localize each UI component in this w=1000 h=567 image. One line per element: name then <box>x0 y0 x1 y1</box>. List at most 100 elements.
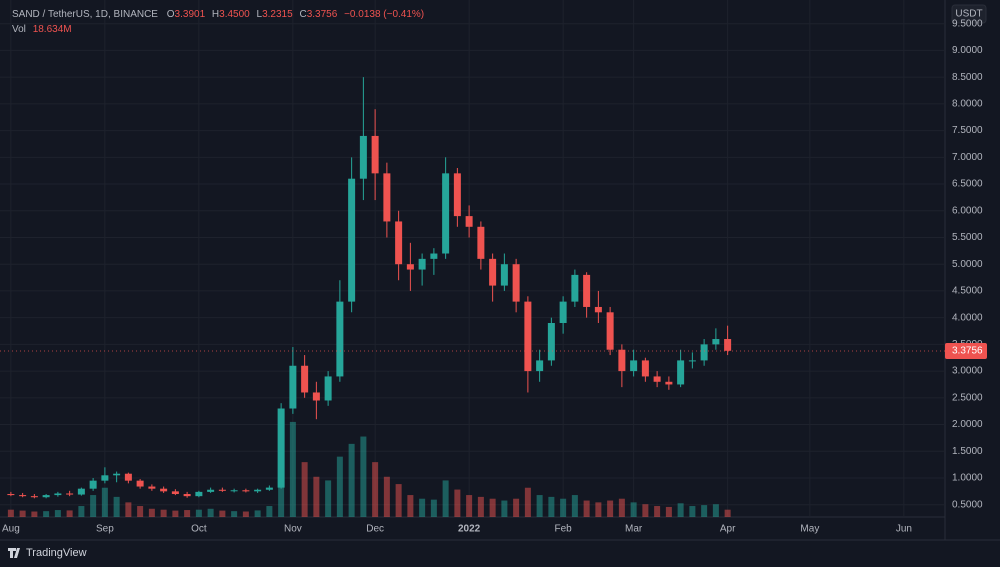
candle-body <box>312 392 320 401</box>
candle-body <box>453 173 461 217</box>
y-tick-label: 5.0000 <box>952 259 983 270</box>
candle-body <box>218 489 226 491</box>
volume-bar <box>254 510 261 517</box>
volume-bar <box>148 508 155 517</box>
candle-body <box>42 495 50 498</box>
candle-body <box>630 360 638 372</box>
y-tick-label: 7.5000 <box>952 125 983 136</box>
candle-body <box>606 312 614 350</box>
volume-bar <box>54 510 61 517</box>
candle-body <box>641 360 649 377</box>
volume-bar <box>466 495 473 517</box>
volume-bar <box>125 502 132 517</box>
volume-bar <box>430 499 437 517</box>
volume-bar <box>313 476 320 517</box>
y-tick-label: 1.0000 <box>952 473 983 484</box>
candle-body <box>524 301 532 372</box>
x-tick-label: Apr <box>720 524 736 535</box>
y-tick-label: 4.5000 <box>952 286 983 297</box>
candle-body <box>301 365 309 393</box>
candle-body <box>160 488 168 492</box>
volume-bar <box>689 506 696 517</box>
volume-bar <box>618 498 625 517</box>
symbol: SAND / TetherUS, 1D, BINANCE <box>12 9 158 20</box>
candle-body <box>30 496 38 498</box>
volume-bar <box>195 509 202 517</box>
currency-button[interactable] <box>951 4 987 24</box>
volume-bar <box>548 496 555 517</box>
candle-body <box>66 493 74 495</box>
y-tick-label: 5.5000 <box>952 232 983 243</box>
volume-bar <box>701 505 708 517</box>
volume-bar <box>372 462 379 517</box>
volume-bar <box>289 421 296 517</box>
ohlc-value: 3.2315 <box>262 9 293 20</box>
logo-icon[interactable] <box>8 548 20 558</box>
volume-bar <box>231 511 238 517</box>
candle-body <box>594 306 602 313</box>
candle-body <box>124 473 132 481</box>
x-tick-label: Mar <box>625 524 643 535</box>
ohlc-label: L <box>257 9 263 20</box>
volume-bar <box>113 496 120 517</box>
volume-bar <box>31 511 38 517</box>
candle-body <box>195 491 203 497</box>
grid <box>0 0 945 517</box>
candle-body <box>653 376 661 382</box>
candle-body <box>183 494 191 497</box>
volume-bar <box>630 502 637 517</box>
volume-bar <box>513 498 520 517</box>
candle-body <box>383 173 391 222</box>
volume-bar <box>336 456 343 517</box>
candle-body <box>207 489 215 492</box>
ohlc-label: H <box>212 9 219 20</box>
y-tick-label: 2.0000 <box>952 419 983 430</box>
volume-bar <box>536 495 543 517</box>
candle-body <box>688 360 696 362</box>
volume-bar <box>642 504 649 517</box>
volume-bar <box>595 502 602 517</box>
candle-body <box>477 226 485 259</box>
x-tick-label: May <box>800 524 819 535</box>
ohlc-value: 3.3901 <box>175 9 206 20</box>
volume-bar <box>160 509 167 517</box>
volume-bar <box>501 500 508 517</box>
legend: SAND / TetherUS, 1D, BINANCE O3.3901 H3.… <box>12 9 424 20</box>
candle-body <box>571 274 579 302</box>
x-tick-label: Sep <box>96 524 114 535</box>
x-tick-label: Oct <box>191 524 207 535</box>
candle-body <box>101 475 109 481</box>
logo-text[interactable]: TradingView <box>26 547 87 559</box>
candle-body <box>500 264 508 286</box>
candle-body <box>536 360 544 372</box>
volume-bar <box>477 496 484 517</box>
volume-bar <box>242 511 249 517</box>
candle-body <box>583 274 591 307</box>
y-tick-label: 3.0000 <box>952 366 983 377</box>
candle-body <box>489 258 497 286</box>
candle-body <box>254 489 262 492</box>
volume-bar <box>454 489 461 517</box>
volume-value: 18.634M <box>33 24 72 35</box>
candle-body <box>712 339 720 345</box>
y-tick-label: 8.0000 <box>952 99 983 110</box>
logo[interactable]: TradingView <box>8 547 87 559</box>
y-tick-label: 6.5000 <box>952 179 983 190</box>
volume-bar <box>137 506 144 517</box>
candle-body <box>665 381 673 385</box>
candle-body <box>547 322 555 361</box>
volume-bar <box>172 510 179 517</box>
volume-bar <box>301 462 308 517</box>
volume-bar <box>524 487 531 517</box>
candle-body <box>348 178 356 302</box>
candle-body <box>77 488 85 495</box>
candle-body <box>618 349 626 372</box>
volume-bar <box>207 508 214 517</box>
x-tick-label: Aug <box>2 524 20 535</box>
y-tick-label: 7.0000 <box>952 152 983 163</box>
candle-body <box>700 344 708 361</box>
currency[interactable]: USDT <box>955 9 982 20</box>
volume-bar <box>348 443 355 517</box>
candle-body <box>230 490 238 492</box>
